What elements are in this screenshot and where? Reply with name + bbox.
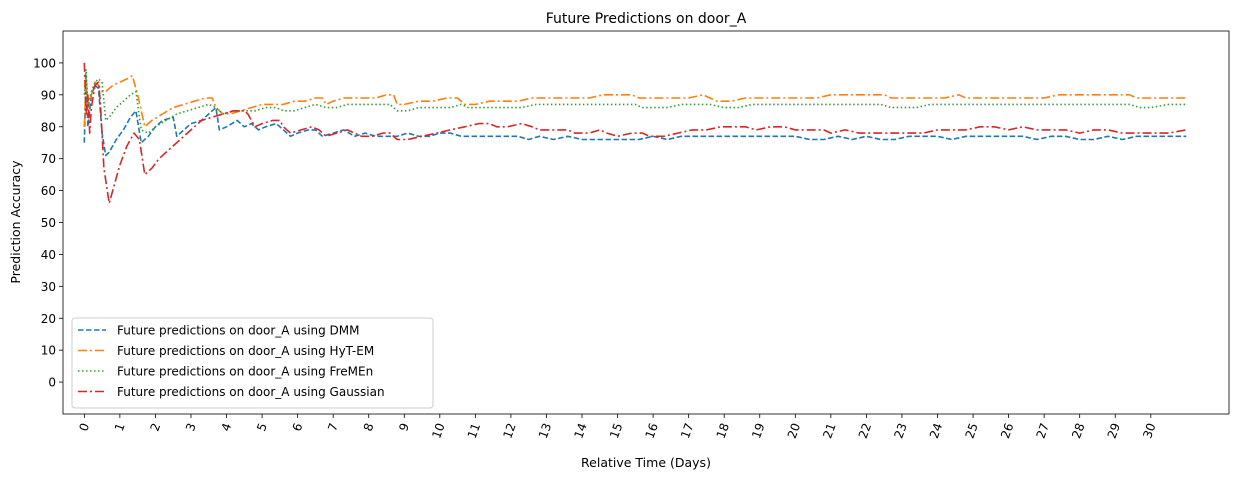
x-tick-label: 6	[290, 421, 306, 433]
x-tick-label: 12	[500, 421, 518, 440]
x-axis-label: Relative Time (Days)	[581, 455, 711, 470]
series-line-4	[83, 62, 1187, 205]
x-tick-label: 2	[147, 421, 163, 433]
x-axis-ticks: 0 1 2 3 4 5 6 7 8 9 10 11 12 13 14 15 16 17 18 19 20 21 22 23 24…	[76, 414, 1159, 440]
x-tick-label: 14	[571, 421, 589, 440]
y-tick-label: 70	[41, 152, 56, 166]
legend-label-2: Future predictions on door_A using HyT-E…	[117, 344, 374, 358]
series-line-2	[83, 74, 1187, 128]
x-tick-label: 18	[714, 421, 732, 440]
y-tick-label: 0	[48, 376, 56, 390]
x-tick-label: 23	[891, 421, 909, 440]
y-tick-label: 50	[41, 216, 56, 230]
x-tick-label: 21	[820, 421, 838, 440]
series-line-3	[83, 68, 1187, 134]
x-tick-label: 26	[998, 421, 1016, 440]
x-tick-label: 16	[643, 421, 661, 440]
x-tick-label: 15	[607, 421, 625, 440]
chart-legend: Future predictions on door_A using DMM Fu…	[71, 317, 434, 409]
x-tick-label: 9	[396, 421, 412, 433]
x-tick-label: 10	[429, 421, 447, 440]
x-tick-label: 5	[254, 421, 270, 433]
legend-label-1: Future predictions on door_A using DMM	[117, 324, 360, 338]
y-tick-label: 20	[41, 312, 56, 326]
y-tick-label: 100	[33, 56, 56, 70]
x-tick-label: 11	[465, 421, 483, 440]
x-tick-label: 29	[1105, 421, 1123, 440]
legend-label-4: Future predictions on door_A using Gauss…	[117, 385, 385, 399]
x-tick-label: 0	[76, 421, 92, 433]
legend-label-3: Future predictions on door_A using FreME…	[117, 365, 373, 379]
x-tick-label: 24	[927, 421, 945, 440]
x-tick-label: 25	[962, 421, 980, 440]
x-tick-label: 17	[678, 421, 696, 440]
plot-series-group	[83, 62, 1187, 205]
y-tick-label: 10	[41, 344, 56, 358]
y-axis-label: Prediction Accuracy	[8, 160, 23, 284]
y-axis-ticks: 0 10 20 30 40 50 60 70 80 90 100	[33, 56, 63, 390]
x-tick-label: 1	[112, 421, 128, 433]
x-tick-label: 28	[1069, 421, 1087, 440]
chart-title: Future Predictions on door_A	[546, 11, 747, 27]
x-tick-label: 3	[183, 421, 199, 433]
x-tick-label: 27	[1034, 421, 1052, 440]
x-tick-label: 30	[1140, 421, 1158, 440]
y-tick-label: 40	[41, 248, 56, 262]
y-tick-label: 60	[41, 184, 56, 198]
y-tick-label: 30	[41, 280, 56, 294]
x-tick-label: 20	[785, 421, 803, 440]
x-tick-label: 13	[536, 421, 554, 440]
x-tick-label: 19	[749, 421, 767, 440]
x-tick-label: 7	[325, 421, 341, 433]
x-tick-label: 8	[361, 421, 377, 433]
y-tick-label: 90	[41, 88, 56, 102]
series-line-1	[83, 74, 1187, 157]
x-tick-label: 22	[856, 421, 874, 440]
legend-box	[71, 317, 434, 409]
x-tick-label: 4	[219, 421, 235, 433]
y-tick-label: 80	[41, 120, 56, 134]
